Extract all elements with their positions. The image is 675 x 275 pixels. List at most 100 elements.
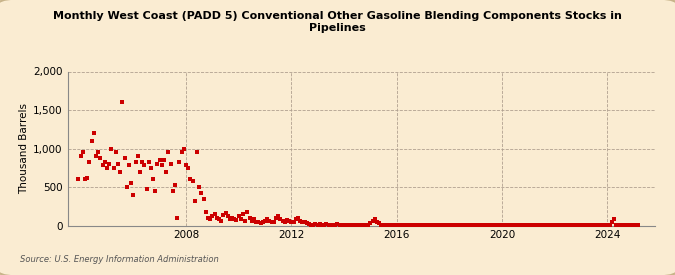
- Point: [341, 222, 352, 227]
- Point: [284, 219, 294, 223]
- Point: [297, 220, 308, 225]
- Point: [450, 223, 461, 227]
- Point: [389, 223, 400, 227]
- Point: [501, 223, 512, 227]
- Point: [260, 219, 271, 223]
- Point: [198, 196, 209, 201]
- Point: [301, 221, 312, 226]
- Point: [345, 222, 356, 227]
- Point: [308, 222, 319, 227]
- Point: [304, 222, 315, 226]
- Point: [462, 223, 472, 227]
- Point: [374, 221, 385, 226]
- Point: [437, 223, 448, 227]
- Point: [439, 223, 450, 227]
- Point: [292, 216, 303, 220]
- Point: [108, 166, 119, 170]
- Point: [148, 177, 159, 182]
- Point: [532, 223, 543, 227]
- Point: [571, 223, 582, 227]
- Point: [396, 222, 406, 227]
- Point: [176, 150, 187, 155]
- Text: Source: U.S. Energy Information Administration: Source: U.S. Energy Information Administ…: [20, 255, 219, 264]
- Point: [457, 223, 468, 227]
- Point: [536, 223, 547, 227]
- Point: [525, 223, 536, 227]
- Point: [576, 223, 587, 227]
- Point: [137, 160, 148, 164]
- Point: [518, 223, 529, 227]
- Point: [360, 223, 371, 227]
- Point: [560, 223, 571, 227]
- Point: [146, 166, 157, 170]
- Point: [246, 219, 257, 223]
- Point: [394, 223, 404, 227]
- Point: [126, 181, 136, 185]
- Point: [516, 223, 527, 227]
- Point: [319, 222, 329, 227]
- Point: [413, 223, 424, 227]
- Point: [336, 222, 347, 227]
- Point: [194, 185, 205, 189]
- Point: [99, 160, 110, 164]
- Point: [104, 162, 115, 166]
- Point: [547, 223, 558, 227]
- Point: [472, 223, 483, 227]
- Point: [187, 179, 198, 183]
- Point: [266, 219, 277, 224]
- Point: [161, 169, 171, 174]
- Point: [169, 183, 180, 188]
- Point: [455, 223, 466, 227]
- Point: [585, 223, 595, 227]
- Point: [165, 162, 176, 166]
- Point: [503, 223, 514, 227]
- Point: [543, 223, 554, 227]
- Point: [404, 223, 415, 227]
- Point: [481, 223, 492, 227]
- Point: [343, 223, 354, 227]
- Point: [273, 214, 284, 218]
- Point: [306, 222, 317, 227]
- Point: [580, 223, 591, 227]
- Point: [583, 223, 593, 227]
- Point: [334, 222, 345, 227]
- Point: [93, 150, 104, 155]
- Point: [202, 216, 213, 220]
- Point: [380, 223, 391, 227]
- Point: [227, 216, 238, 220]
- Point: [589, 223, 599, 227]
- Point: [600, 223, 611, 227]
- Point: [538, 223, 549, 227]
- Point: [350, 222, 360, 227]
- Point: [255, 221, 266, 226]
- Point: [325, 223, 336, 227]
- Point: [479, 223, 490, 227]
- Point: [615, 223, 626, 227]
- Point: [620, 223, 630, 227]
- Point: [115, 169, 126, 174]
- Point: [433, 223, 443, 227]
- Point: [356, 223, 367, 227]
- Point: [90, 154, 101, 158]
- Point: [269, 220, 279, 225]
- Point: [602, 223, 613, 227]
- Y-axis label: Thousand Barrels: Thousand Barrels: [19, 103, 29, 194]
- Point: [492, 223, 503, 227]
- Point: [286, 220, 297, 225]
- Point: [200, 210, 211, 214]
- Point: [578, 222, 589, 227]
- Point: [209, 212, 220, 216]
- Point: [365, 221, 376, 226]
- Point: [558, 223, 569, 227]
- Point: [444, 223, 455, 227]
- Point: [73, 177, 84, 182]
- Point: [392, 223, 402, 227]
- Point: [218, 213, 229, 218]
- Point: [106, 146, 117, 151]
- Point: [459, 223, 470, 227]
- Point: [398, 222, 408, 227]
- Point: [124, 163, 134, 168]
- Point: [231, 218, 242, 222]
- Point: [418, 223, 429, 227]
- Point: [520, 223, 531, 227]
